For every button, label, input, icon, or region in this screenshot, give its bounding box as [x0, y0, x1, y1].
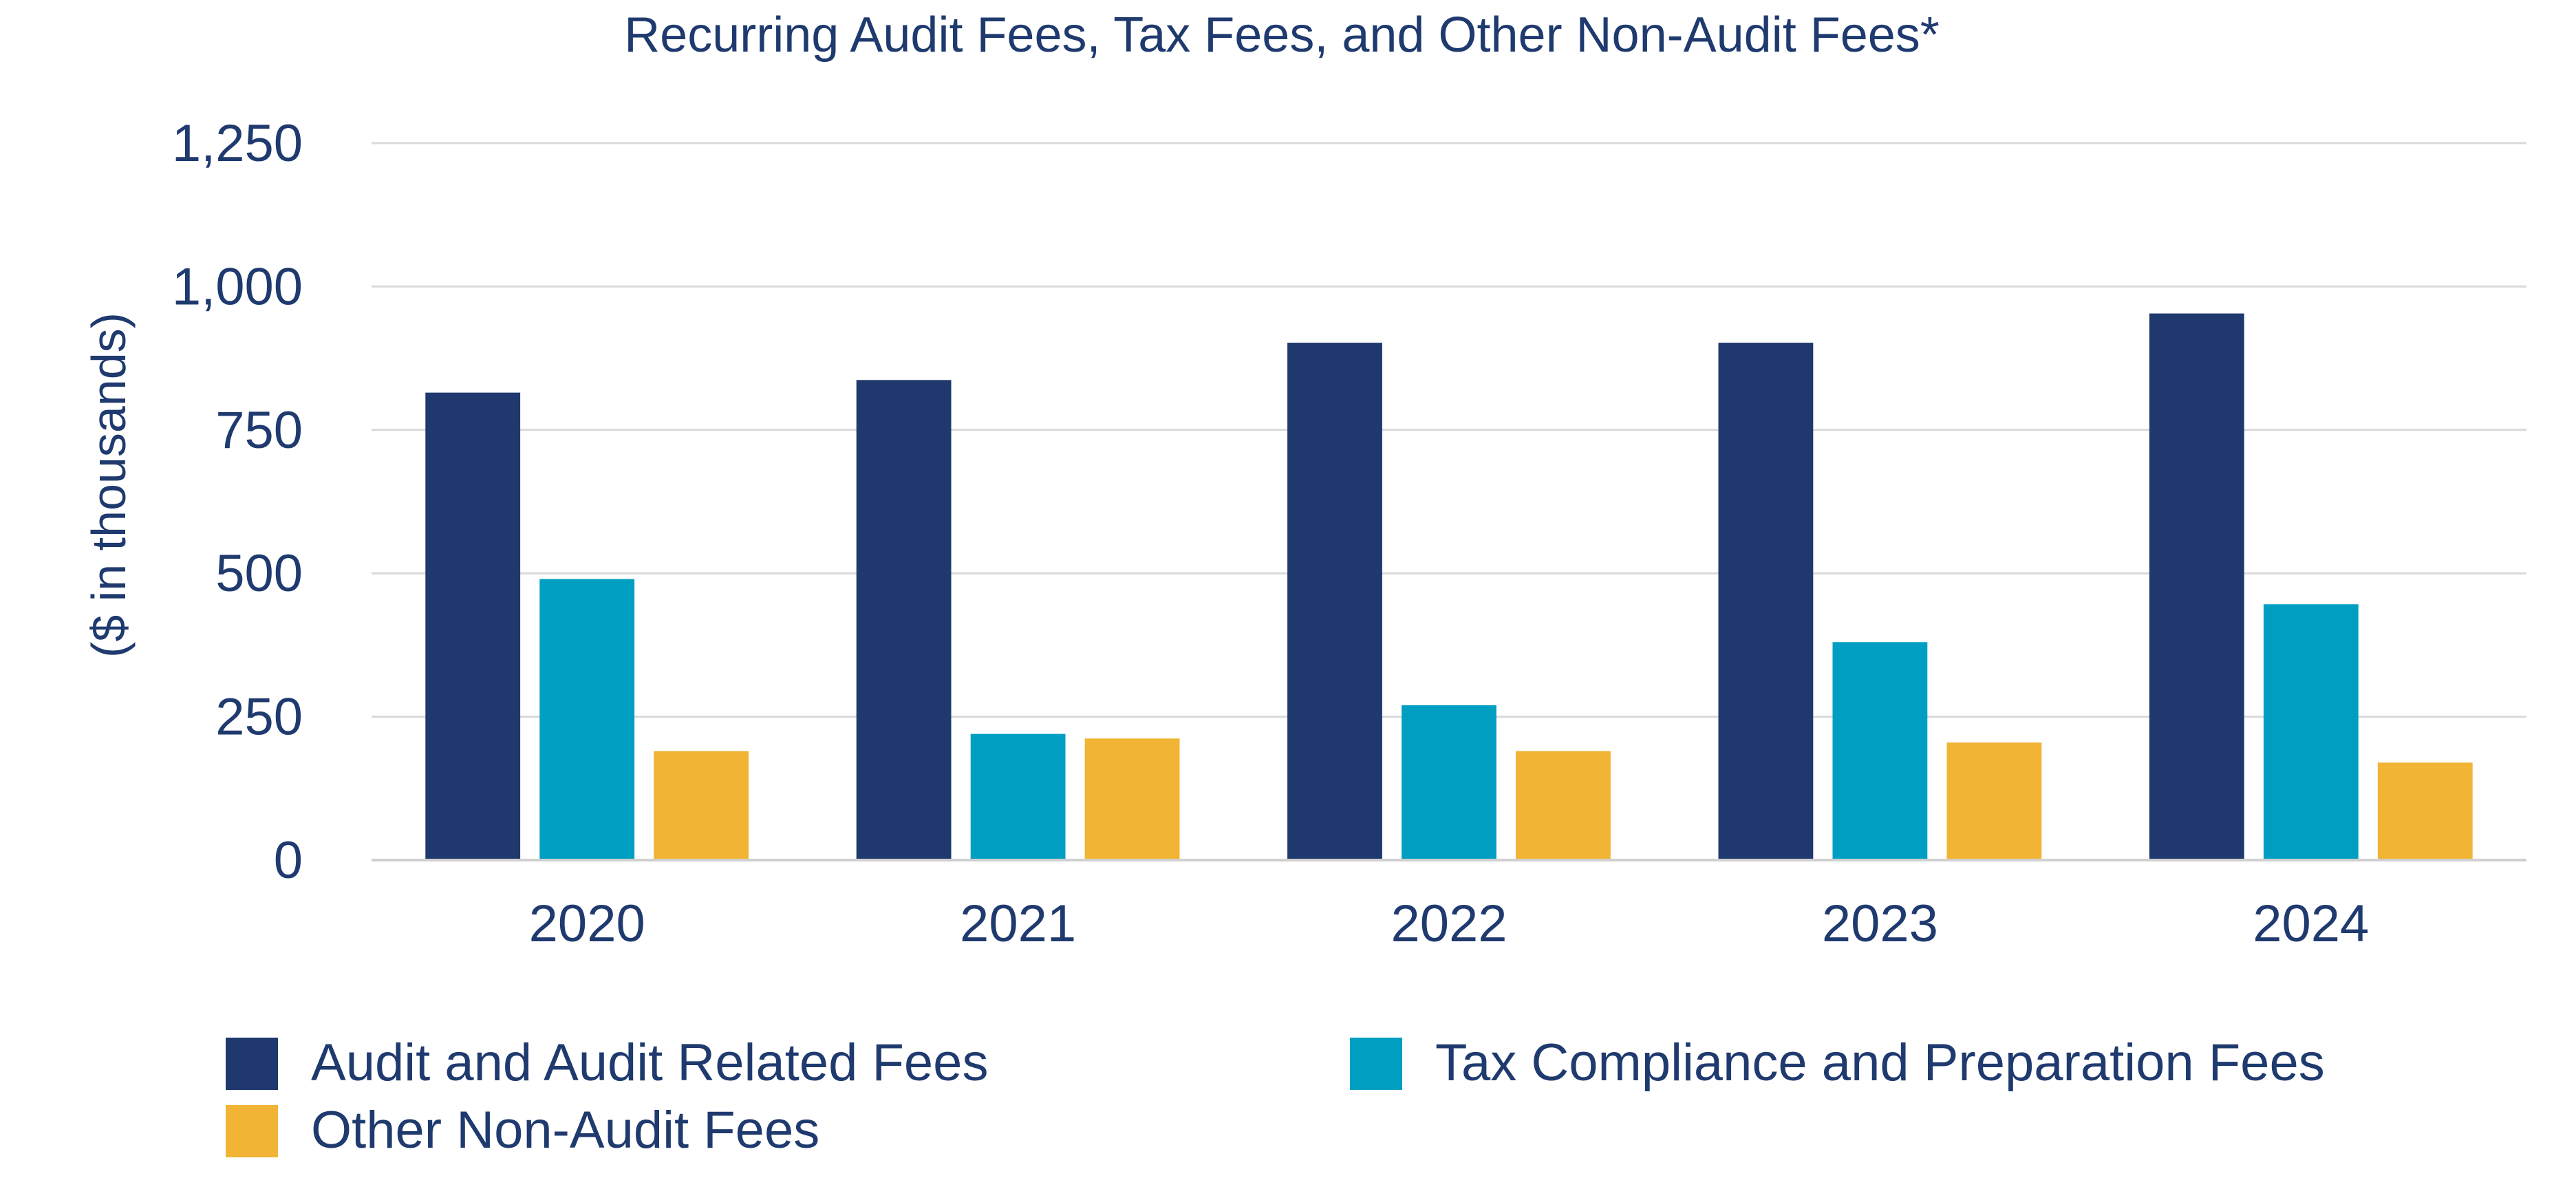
- y-tick-label: 750: [215, 401, 303, 460]
- y-tick-label: 1,250: [172, 114, 303, 173]
- legend-item: Other Non-Audit Fees: [226, 1101, 819, 1159]
- y-tick-label: 500: [215, 544, 303, 603]
- bar: [539, 579, 635, 860]
- legend-label: Other Non-Audit Fees: [311, 1101, 819, 1159]
- bar: [1287, 343, 1382, 861]
- bar: [2149, 313, 2244, 860]
- legend-label: Audit and Audit Related Fees: [311, 1033, 988, 1092]
- x-tick-label: 2021: [960, 895, 1076, 953]
- chart-title: Recurring Audit Fees, Tax Fees, and Othe…: [624, 8, 1940, 63]
- legend-swatch: [226, 1105, 278, 1157]
- legend-item: Tax Compliance and Preparation Fees: [1350, 1033, 2325, 1092]
- legend-swatch: [1350, 1038, 1402, 1090]
- bar: [654, 751, 749, 860]
- legend: Audit and Audit Related Fees Tax Complian…: [226, 1033, 2325, 1159]
- legend-label: Tax Compliance and Preparation Fees: [1435, 1033, 2325, 1092]
- bar: [1946, 742, 2042, 860]
- bar: [1402, 705, 1496, 860]
- x-axis-ticks: 2020 2021 2022 2023 2024: [529, 895, 2370, 953]
- x-tick-label: 2020: [529, 895, 645, 953]
- y-tick-label: 250: [215, 688, 303, 747]
- x-tick-label: 2022: [1391, 895, 1507, 953]
- bar: [1718, 343, 1814, 861]
- y-tick-label: 1,000: [172, 257, 303, 316]
- bars: [425, 313, 2473, 861]
- legend-swatch: [226, 1038, 278, 1090]
- bar: [425, 392, 521, 860]
- bar: [856, 380, 952, 860]
- x-tick-label: 2023: [1822, 895, 1938, 953]
- legend-item: Audit and Audit Related Fees: [226, 1033, 988, 1092]
- bar: [2263, 604, 2359, 860]
- x-tick-label: 2024: [2253, 895, 2369, 953]
- y-axis-label: ($ in thousands): [82, 312, 136, 658]
- y-tick-label: 0: [274, 831, 303, 890]
- bar: [970, 733, 1066, 860]
- bar: [1516, 751, 1611, 860]
- y-axis-ticks: 0 250 500 750 1,000 1,250: [172, 114, 303, 890]
- bar: [1832, 642, 1928, 860]
- bar: [2377, 762, 2473, 860]
- bar: [1084, 738, 1180, 860]
